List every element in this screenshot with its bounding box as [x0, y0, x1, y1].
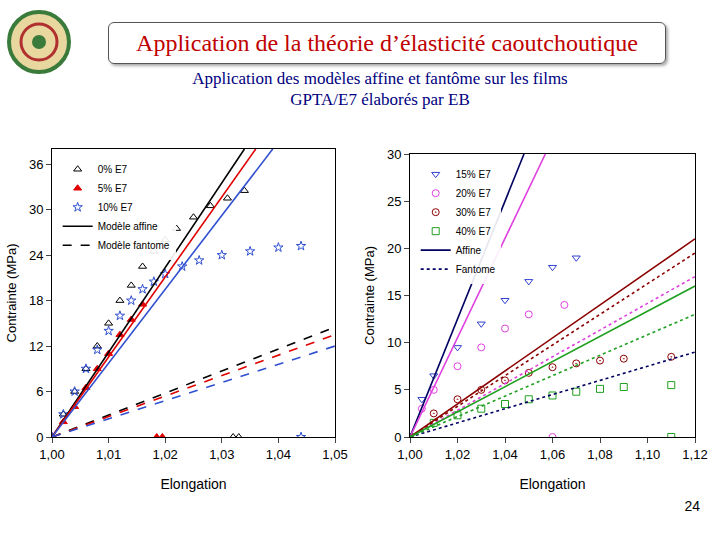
svg-text:Contrainte (MPa): Contrainte (MPa) [4, 244, 19, 343]
svg-text:1,02: 1,02 [445, 447, 470, 462]
html-text:Application des modèles affine: Application des modèles affine et fantôm… [192, 69, 568, 88]
svg-text:20% E7: 20% E7 [456, 188, 491, 199]
svg-text:40% E7: 40% E7 [456, 226, 491, 237]
svg-text:1,02: 1,02 [153, 447, 178, 462]
svg-text:10% E7: 10% E7 [98, 202, 133, 213]
svg-text:15% E7: 15% E7 [456, 169, 491, 180]
html-text:GPTA/E7 élaborés par EB: GPTA/E7 élaborés par EB [290, 90, 470, 109]
svg-text:1,00: 1,00 [397, 447, 422, 462]
svg-text:0: 0 [394, 430, 401, 445]
svg-text:20: 20 [387, 241, 401, 256]
svg-text:12: 12 [29, 339, 43, 354]
svg-text:6: 6 [36, 384, 43, 399]
svg-text:30: 30 [387, 147, 401, 162]
svg-text:1,04: 1,04 [266, 447, 291, 462]
svg-text:Fantome: Fantome [456, 264, 496, 275]
svg-text:0% E7: 0% E7 [98, 164, 128, 175]
svg-text:30% E7: 30% E7 [456, 207, 491, 218]
svg-text:Modèle affine: Modèle affine [98, 221, 158, 232]
html-text:24: 24 [684, 498, 700, 514]
svg-text:18: 18 [29, 293, 43, 308]
svg-text:1,08: 1,08 [587, 447, 612, 462]
svg-text:15: 15 [387, 288, 401, 303]
svg-text:0: 0 [36, 430, 43, 445]
svg-text:1,06: 1,06 [540, 447, 565, 462]
svg-text:10: 10 [387, 335, 401, 350]
svg-text:1,03: 1,03 [209, 447, 234, 462]
svg-text:36: 36 [29, 157, 43, 172]
svg-text:1,12: 1,12 [682, 447, 707, 462]
svg-text:1,00: 1,00 [39, 447, 64, 462]
svg-text:1,05: 1,05 [322, 447, 347, 462]
svg-text:1,04: 1,04 [492, 447, 517, 462]
svg-text:Elongation: Elongation [519, 476, 585, 492]
svg-text:5: 5 [394, 382, 401, 397]
svg-text:24: 24 [29, 248, 43, 263]
svg-text:Elongation: Elongation [160, 476, 226, 492]
html-text:Application de la théorie d’él: Application de la théorie d’élasticité c… [136, 29, 638, 56]
svg-text:30: 30 [29, 202, 43, 217]
svg-text:Modèle fantome: Modèle fantome [98, 240, 170, 251]
svg-text:Contrainte (MPa): Contrainte (MPa) [362, 246, 377, 345]
svg-text:1,01: 1,01 [96, 447, 121, 462]
svg-text:5% E7: 5% E7 [98, 183, 128, 194]
svg-text:25: 25 [387, 194, 401, 209]
svg-text:Affine: Affine [456, 245, 482, 256]
svg-text:1,10: 1,10 [635, 447, 660, 462]
